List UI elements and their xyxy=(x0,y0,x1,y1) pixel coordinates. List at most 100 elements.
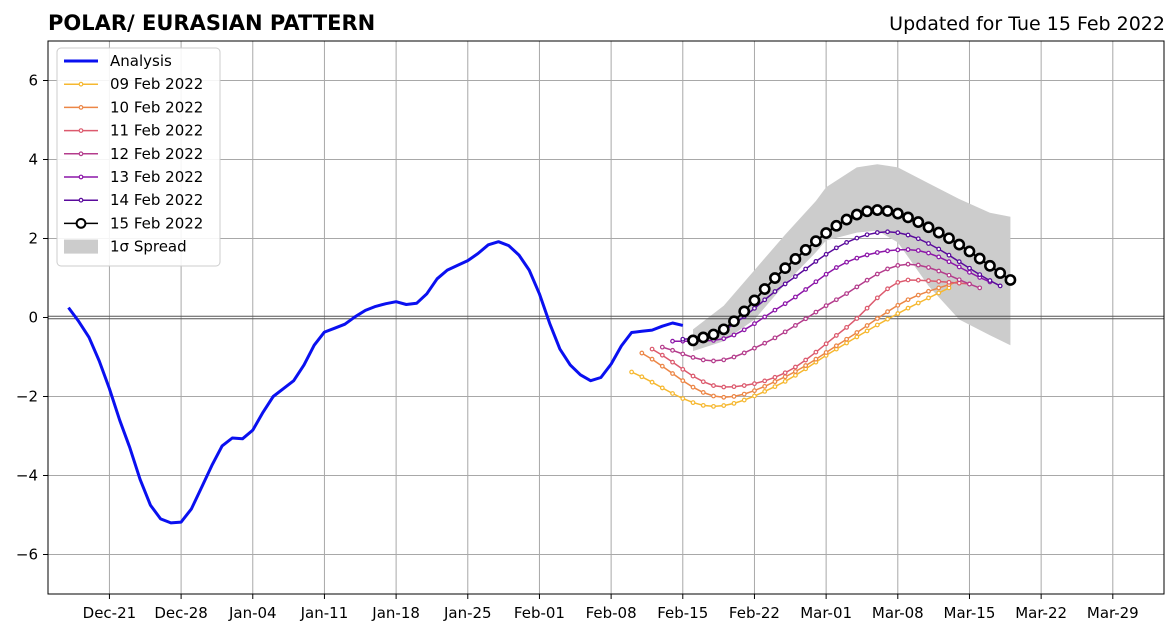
x-tick-label: Mar-08 xyxy=(872,604,924,622)
x-tick-label: Mar-15 xyxy=(944,604,996,622)
forecast-point xyxy=(793,369,798,374)
forecast-point xyxy=(885,309,890,315)
forecast-point xyxy=(752,345,757,351)
forecast-point xyxy=(915,292,921,298)
forecast-point xyxy=(1004,274,1017,286)
forecast-point xyxy=(721,357,727,363)
forecast-point xyxy=(700,402,706,408)
forecast-point xyxy=(874,271,880,277)
x-tick-label: Mar-29 xyxy=(1087,604,1139,622)
forecast-point xyxy=(895,230,901,236)
forecast-point xyxy=(813,309,819,315)
forecast-point xyxy=(731,384,737,390)
forecast-point xyxy=(762,383,768,389)
forecast-point xyxy=(738,305,751,318)
forecast-point xyxy=(741,391,747,397)
forecast-series xyxy=(659,261,983,364)
forecast-point xyxy=(782,329,788,335)
legend-label: 13 Feb 2022 xyxy=(110,168,203,186)
forecast-point xyxy=(793,372,798,378)
forecast-point xyxy=(864,252,870,258)
forecast-point xyxy=(967,269,972,275)
legend-label: 12 Feb 2022 xyxy=(110,145,203,163)
forecast-point xyxy=(871,204,884,216)
forecast-point xyxy=(844,240,850,245)
forecast-point xyxy=(854,334,860,340)
forecast-point xyxy=(741,350,747,356)
forecast-point xyxy=(670,338,675,344)
forecast-point xyxy=(680,336,686,342)
forecast-point xyxy=(793,274,798,279)
forecast-point xyxy=(793,364,798,370)
x-tick-label: Jan-18 xyxy=(371,604,420,622)
forecast-point xyxy=(782,374,788,380)
forecast-point xyxy=(967,265,972,271)
forecast-point xyxy=(639,374,645,380)
legend-marker xyxy=(78,104,84,110)
forecast-point xyxy=(772,384,778,390)
forecast-point xyxy=(905,247,911,252)
forecast-point xyxy=(670,371,675,376)
forecast-point xyxy=(833,245,839,251)
y-tick-label: 0 xyxy=(28,309,38,327)
forecast-point xyxy=(731,400,737,406)
legend-marker xyxy=(78,151,84,157)
forecast-point xyxy=(721,384,727,390)
forecast-point xyxy=(752,381,757,387)
forecast-point xyxy=(874,316,880,321)
forecast-point xyxy=(690,400,696,406)
forecast-point xyxy=(912,216,925,228)
forecast-point xyxy=(697,331,710,344)
forecast-point xyxy=(844,336,850,342)
forecast-series xyxy=(629,285,952,409)
forecast-point xyxy=(670,391,675,396)
forecast-point xyxy=(639,350,645,356)
forecast-point xyxy=(844,340,850,346)
forecast-point xyxy=(926,241,931,246)
forecast-point xyxy=(854,235,860,241)
forecast-point xyxy=(809,235,822,248)
forecast-point xyxy=(905,232,911,238)
forecast-point xyxy=(649,379,655,385)
forecast-point xyxy=(885,229,890,235)
forecast-point xyxy=(844,324,850,330)
forecast-point xyxy=(752,321,757,327)
forecast-point xyxy=(813,259,819,264)
forecast-point xyxy=(769,272,781,284)
legend-label: 10 Feb 2022 xyxy=(110,98,203,116)
forecast-point xyxy=(752,305,757,311)
forecast-point xyxy=(670,359,675,365)
forecast-point xyxy=(926,265,931,270)
forecast-point xyxy=(803,287,809,292)
forecast-point xyxy=(782,370,788,376)
x-tick-label: Feb-15 xyxy=(657,604,708,622)
y-tick-label: 6 xyxy=(28,72,38,90)
forecast-point xyxy=(731,354,737,360)
forecast-point xyxy=(803,316,809,322)
forecast-point xyxy=(680,366,686,372)
forecast-point xyxy=(936,246,942,252)
forecast-point xyxy=(895,280,901,285)
forecast-point xyxy=(813,279,819,285)
forecast-point xyxy=(915,300,921,306)
forecast-point xyxy=(721,394,727,400)
y-tick-label: 2 xyxy=(28,230,38,248)
forecast-point xyxy=(926,250,931,256)
forecast-point xyxy=(953,238,966,251)
chart-title: POLAR/ EURASIAN PATTERN xyxy=(48,11,375,35)
forecast-point xyxy=(915,248,921,253)
forecast-point xyxy=(850,208,863,221)
forecast-point xyxy=(659,344,665,350)
forecast-point xyxy=(926,278,931,284)
forecast-point xyxy=(659,363,665,369)
forecast-point xyxy=(731,332,737,338)
forecast-point xyxy=(895,247,901,253)
forecast-point xyxy=(680,396,686,401)
forecast-point xyxy=(885,316,890,322)
updated-label: Updated for Tue 15 Feb 2022 xyxy=(889,13,1165,35)
forecast-point xyxy=(881,205,894,217)
forecast-point xyxy=(833,333,839,338)
forecast-point xyxy=(782,281,788,287)
forecast-point xyxy=(902,211,914,224)
